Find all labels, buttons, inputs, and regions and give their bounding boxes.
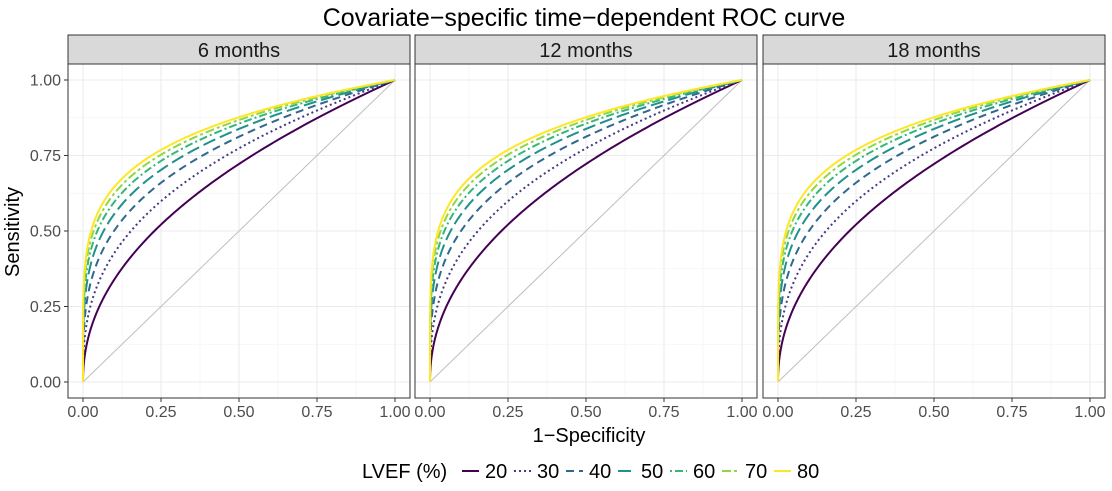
legend-title: LVEF (%) [362, 461, 447, 483]
facet-strip [762, 34, 1106, 65]
chart-title: Covariate−specific time−dependent ROC cu… [323, 4, 846, 32]
x-axis-title: 1−Specificity [533, 425, 646, 447]
x-tick-label: 0.50 [223, 404, 254, 421]
x-tick-label: 0.25 [145, 404, 176, 421]
roc-curve-lvef-80 [777, 79, 1091, 383]
roc-curve-lvef-60 [82, 79, 396, 383]
legend-label: 60 [693, 461, 715, 483]
roc-curve-lvef-20 [429, 79, 743, 383]
legend-label: 50 [641, 461, 663, 483]
roc-curve-lvef-60 [429, 79, 743, 383]
legend-label: 20 [485, 461, 507, 483]
x-tick-label: 0.50 [570, 404, 601, 421]
legend-label: 70 [745, 461, 767, 483]
roc-curve-lvef-60 [777, 79, 1091, 383]
legend-item-20: 20 [462, 461, 507, 483]
y-tick-label: 0.75 [30, 148, 61, 165]
legend: LVEF (%) 20 30 40 50 60 70 80 [362, 461, 819, 483]
roc-curve-lvef-40 [777, 79, 1091, 383]
y-tick-label: 1.00 [30, 73, 61, 90]
x-tick-label: 1.00 [726, 404, 757, 421]
panel-2: 12 months 0.00 0.25 0.50 0.75 1.00 [414, 34, 758, 421]
roc-curve-lvef-80 [429, 79, 743, 383]
roc-curve-lvef-40 [429, 79, 743, 383]
roc-curve-lvef-70 [429, 79, 743, 383]
roc-curve-lvef-70 [777, 79, 1091, 383]
roc-curve-lvef-20 [777, 79, 1091, 383]
legend-label: 40 [589, 461, 611, 483]
facet-label: 18 months [887, 40, 980, 62]
x-tick-label: 1.00 [379, 404, 410, 421]
y-tick-label: 0.00 [30, 375, 61, 392]
reference-diagonal [429, 79, 743, 383]
roc-curve-lvef-50 [82, 79, 396, 383]
roc-curve-lvef-80 [82, 79, 396, 383]
x-tick-label: 0.75 [301, 404, 332, 421]
legend-item-50: 50 [618, 461, 663, 483]
legend-item-70: 70 [722, 461, 767, 483]
x-tick-label: 0.00 [414, 404, 445, 421]
panel-1: 6 months 0.00 0.25 0.50 0.75 1.00 0.00 0.25 0.50… [30, 34, 411, 421]
facet-label: 6 months [198, 40, 280, 62]
x-tick-label: 0.25 [492, 404, 523, 421]
roc-curve-lvef-30 [429, 79, 743, 383]
roc-curve-lvef-70 [82, 79, 396, 383]
y-axis-title: Sensitivity [2, 187, 24, 277]
reference-diagonal [777, 79, 1091, 383]
facet-label: 12 months [539, 40, 632, 62]
roc-curve-lvef-20 [82, 79, 396, 383]
x-tick-label: 0.00 [762, 404, 793, 421]
legend-label: 30 [537, 461, 559, 483]
x-tick-label: 0.50 [918, 404, 949, 421]
reference-diagonal [82, 79, 396, 383]
y-tick-label: 0.25 [30, 299, 61, 316]
panel-3: 18 months 0.00 0.25 0.50 0.75 1.00 [762, 34, 1106, 421]
x-tick-label: 0.75 [996, 404, 1027, 421]
x-tick-label: 0.25 [840, 404, 871, 421]
legend-item-40: 40 [566, 461, 611, 483]
roc-curve-lvef-30 [82, 79, 396, 383]
x-tick-label: 0.75 [648, 404, 679, 421]
legend-item-80: 80 [774, 461, 819, 483]
y-tick-label: 0.50 [30, 224, 61, 241]
roc-curve-lvef-40 [82, 79, 396, 383]
roc-curve-lvef-50 [429, 79, 743, 383]
roc-curve-lvef-50 [777, 79, 1091, 383]
x-tick-label: 0.00 [67, 404, 98, 421]
legend-item-60: 60 [670, 461, 715, 483]
legend-item-30: 30 [514, 461, 559, 483]
roc-curve-lvef-30 [777, 79, 1091, 383]
legend-label: 80 [797, 461, 819, 483]
facet-strip [67, 34, 411, 65]
x-tick-label: 1.00 [1074, 404, 1105, 421]
